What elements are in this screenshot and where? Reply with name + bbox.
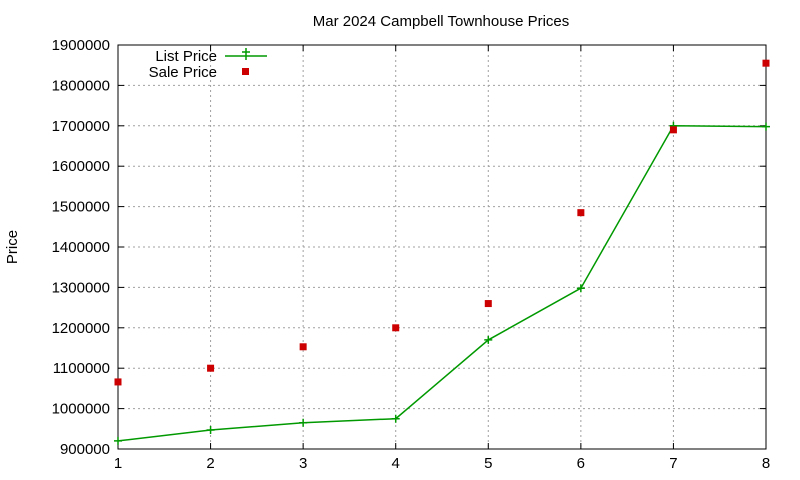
x-tick-label: 3 [299,455,307,472]
sale-price-point [207,364,215,372]
legend-label-list-price: List Price [155,48,217,65]
list-price-point [762,122,770,131]
sale-price-point [762,59,770,67]
y-tick-label: 1700000 [52,118,110,135]
list-price-point [206,426,215,435]
y-tick-label: 1000000 [52,401,110,418]
y-tick-label: 1300000 [52,279,110,296]
x-tick-label: 8 [762,455,770,472]
y-axis: 900000 1000000 1100000 1200000 1300000 140000… [52,37,766,458]
list-price-point [114,436,122,445]
series-layer [114,59,770,445]
sale-price-point [669,126,677,134]
sale-price-point [299,343,307,351]
y-tick-label: 1100000 [53,360,110,377]
y-tick-label: 1400000 [52,239,110,256]
chart-title: Mar 2024 Campbell Townhouse Prices [313,13,570,30]
x-tick-label: 7 [669,455,677,472]
list-price-point [299,418,308,427]
y-axis-title: Price [4,230,21,264]
y-tick-label: 1600000 [52,158,110,175]
legend-marker-sale-price [242,68,249,75]
x-tick-label: 2 [206,455,214,472]
x-tick-label: 1 [114,455,122,472]
x-tick-label: 4 [392,455,400,472]
list-price-point [576,284,585,293]
sale-price-point [484,300,492,308]
y-tick-label: 1500000 [52,199,110,216]
list-price-point [484,335,493,344]
legend: List Price Sale Price [149,48,267,81]
y-tick-label: 900000 [60,441,110,458]
y-tick-label: 1200000 [52,320,110,337]
list-price-line [117,125,767,442]
sale-price-point [577,209,585,217]
y-tick-label: 1800000 [52,77,110,94]
legend-marker-list-price [242,48,250,60]
sale-price-point [114,378,122,386]
legend-label-sale-price: Sale Price [149,64,217,81]
x-tick-label: 6 [577,455,585,472]
grid-lines [118,45,766,449]
y-tick-label: 1900000 [52,37,110,54]
x-axis: 1 2 3 4 5 6 7 8 [114,45,770,472]
sale-price-point [392,324,400,332]
list-price-point [391,414,400,423]
x-tick-label: 5 [484,455,492,472]
